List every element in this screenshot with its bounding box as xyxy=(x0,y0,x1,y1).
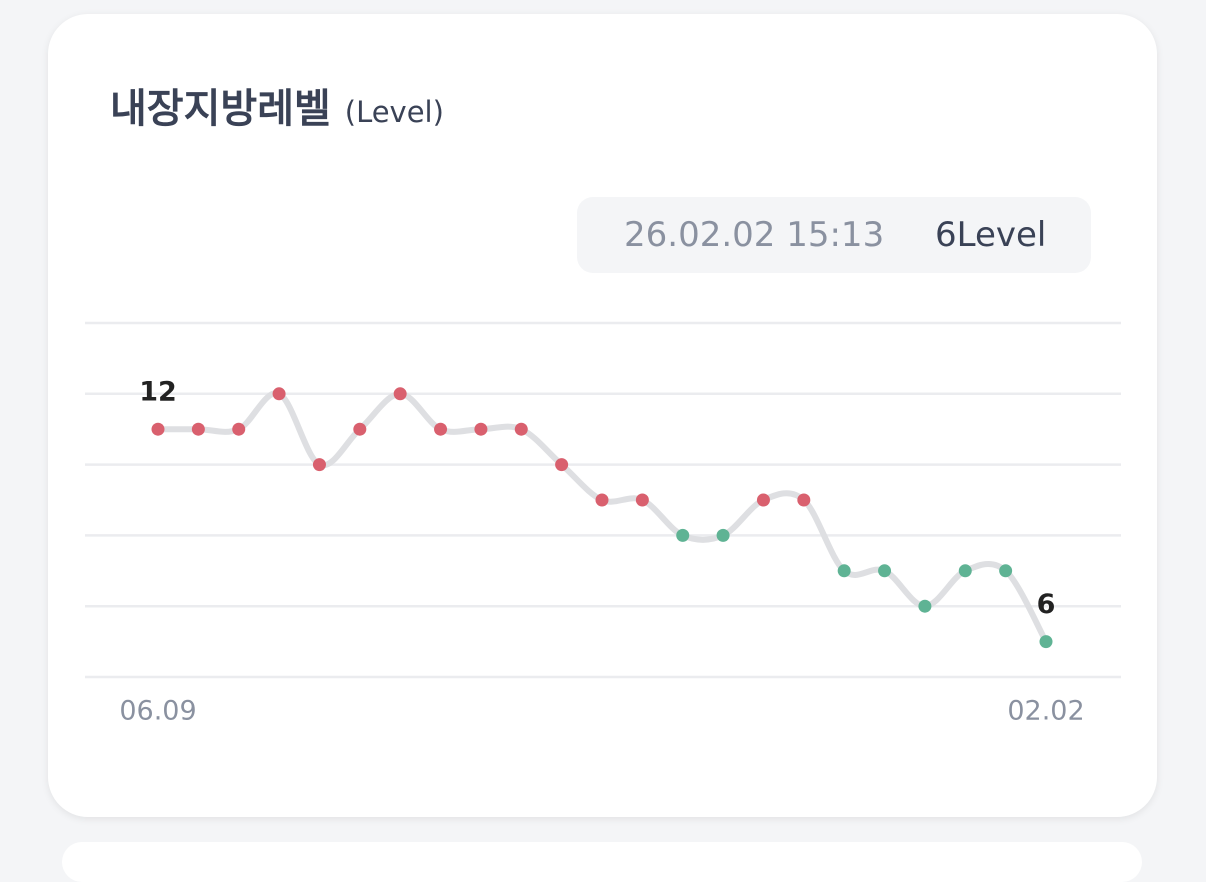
x-tick-label: 02.02 xyxy=(1007,696,1084,727)
x-tick-label: 06.09 xyxy=(119,696,196,727)
data-point xyxy=(676,528,690,542)
data-point xyxy=(797,493,811,507)
chart: 06.09 02.02 12 6 xyxy=(85,321,1121,727)
data-point xyxy=(434,422,448,436)
data-point xyxy=(635,493,649,507)
data-point xyxy=(514,422,528,436)
data-point xyxy=(878,564,892,578)
card-title: 내장지방레벨 (Level) xyxy=(110,76,444,134)
data-point xyxy=(312,458,326,472)
data-point xyxy=(918,599,932,613)
data-point xyxy=(756,493,770,507)
data-point xyxy=(232,422,246,436)
line xyxy=(155,390,1049,645)
tooltip-date: 26.02.02 15:13 xyxy=(624,215,885,255)
data-point xyxy=(958,564,972,578)
title-unit: (Level) xyxy=(344,95,444,129)
data-point xyxy=(1039,635,1053,649)
title-text: 내장지방레벨 xyxy=(110,86,331,132)
data-label: 12 xyxy=(139,377,177,408)
data-label: 6 xyxy=(1037,589,1056,620)
data-point xyxy=(353,422,367,436)
data-point xyxy=(393,387,407,401)
tooltip: 26.02.02 15:13 6Level xyxy=(577,197,1091,273)
tooltip-value: 6Level xyxy=(935,215,1047,255)
data-point xyxy=(474,422,488,436)
data-point xyxy=(716,528,730,542)
data-point xyxy=(555,458,569,472)
card: 내장지방레벨 (Level) 26.02.02 15:13 6Level xyxy=(48,14,1157,817)
data-point xyxy=(191,422,205,436)
page: 내장지방레벨 (Level) 26.02.02 15:13 6Level 06.… xyxy=(48,14,1157,882)
data-point xyxy=(151,422,165,436)
data-point xyxy=(837,564,851,578)
data-point xyxy=(272,387,286,401)
data-point xyxy=(999,564,1013,578)
data-point xyxy=(595,493,609,507)
